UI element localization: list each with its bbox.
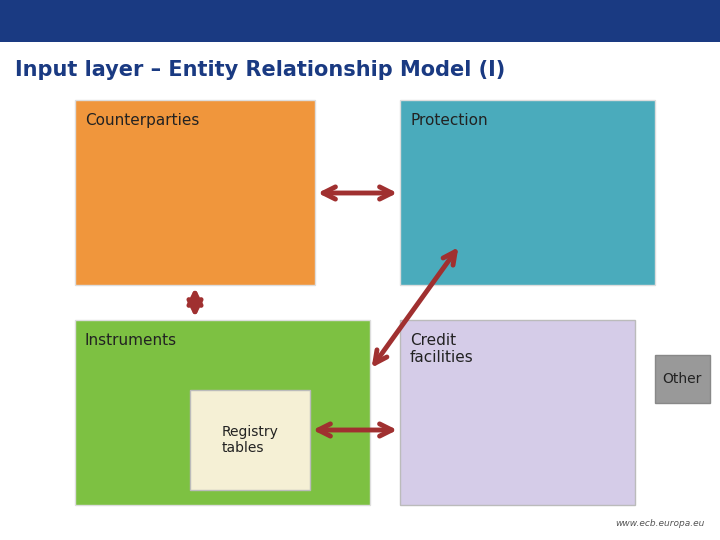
Text: Protection: Protection	[410, 113, 487, 128]
Text: Counterparties: Counterparties	[85, 113, 199, 128]
Text: Credit
facilities: Credit facilities	[410, 333, 474, 366]
Bar	[0, 0, 720, 42]
Bar	[400, 320, 635, 505]
Bar	[75, 100, 315, 285]
Bar	[655, 355, 710, 403]
Bar	[190, 390, 310, 490]
Text: Input layer – Entity Relationship Model (I): Input layer – Entity Relationship Model …	[15, 60, 505, 80]
Text: Other: Other	[662, 372, 702, 386]
Bar	[400, 100, 655, 285]
Bar	[75, 320, 370, 505]
Text: Instruments: Instruments	[85, 333, 177, 348]
Text: www.ecb.europa.eu: www.ecb.europa.eu	[616, 519, 705, 528]
Text: Registry
tables: Registry tables	[222, 425, 279, 455]
